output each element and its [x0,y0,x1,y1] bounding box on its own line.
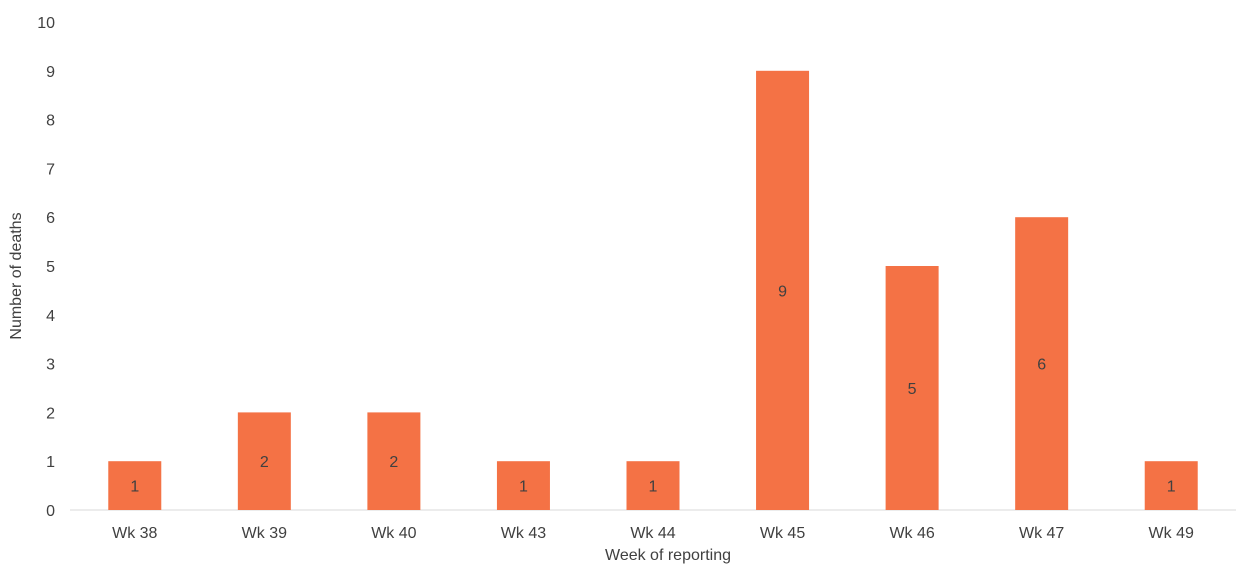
y-tick-label: 8 [46,113,55,130]
y-tick-label: 1 [46,454,55,471]
x-tick-label: Wk 47 [1019,525,1064,542]
y-tick-label: 3 [46,357,55,374]
y-axis-title: Number of deaths [8,212,25,339]
bar-data-label: 1 [1167,479,1176,496]
x-tick-label: Wk 40 [371,525,416,542]
x-tick-label: Wk 44 [630,525,675,542]
bar [237,412,291,510]
bar [756,70,810,511]
y-tick-label: 4 [46,308,55,325]
bar-data-label: 1 [130,479,139,496]
data-labels: 1 2 2 1 1 9 5 6 1 [130,283,1175,495]
x-tick-label: Wk 45 [760,525,805,542]
bar [1144,461,1198,510]
y-tick-label: 9 [46,64,55,81]
bar-data-label: 6 [1037,357,1046,374]
bar [1015,217,1069,510]
x-axis-title: Week of reporting [605,547,731,564]
y-tick-label: 2 [46,405,55,422]
x-tick-label: Wk 39 [242,525,287,542]
x-axis-ticks: Wk 38 Wk 39 Wk 40 Wk 43 Wk 44 Wk 45 Wk 46 Wk 47… [112,525,1194,542]
y-tick-label: 7 [46,161,55,178]
bar [496,461,550,510]
bar-data-label: 9 [778,283,787,300]
bar-data-label: 2 [389,454,398,471]
y-axis-ticks: 0 1 2 3 4 5 6 7 8 9 10 [37,15,55,520]
x-tick-label: Wk 49 [1149,525,1194,542]
bar-data-label: 2 [260,454,269,471]
bar [885,266,939,510]
y-tick-label: 0 [46,503,55,520]
bar-data-label: 1 [649,479,658,496]
bar [367,412,421,510]
bar-data-label: 1 [519,479,528,496]
y-tick-label: 5 [46,259,55,276]
bar-data-label: 5 [908,381,917,398]
y-tick-label: 10 [37,15,55,32]
bar [626,461,680,510]
x-tick-label: Wk 38 [112,525,157,542]
x-tick-label: Wk 46 [889,525,934,542]
y-tick-label: 6 [46,210,55,227]
bars [108,70,1198,511]
bar [108,461,162,510]
x-tick-label: Wk 43 [501,525,546,542]
